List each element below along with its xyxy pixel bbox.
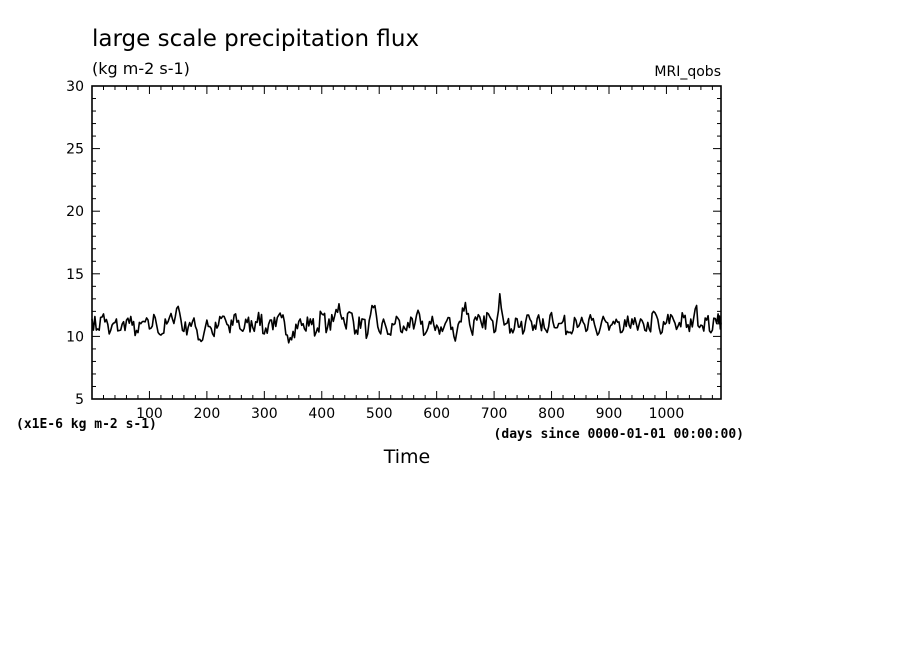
x-tick-label: 600	[423, 406, 450, 422]
axis-tick-labels: 100 200 300 400 500 600 700 800 900 1000 5 10 15 20 25…	[66, 79, 684, 422]
y-tick-label: 20	[66, 204, 84, 220]
y-tick-label: 25	[66, 142, 84, 158]
x-tick-label: 400	[308, 406, 335, 422]
x-tick-label: 900	[596, 406, 623, 422]
x-axis-label: Time	[383, 446, 431, 468]
x-units-note: (days since 0000-01-01 00:00:00)	[494, 427, 744, 442]
chart-title: large scale precipitation flux	[92, 26, 419, 52]
y-tick-label: 5	[75, 392, 84, 408]
y-tick-label: 10	[66, 329, 84, 345]
model-label: MRI_qobs	[654, 64, 721, 80]
x-tick-label: 500	[366, 406, 393, 422]
series-line-0	[91, 292, 722, 344]
x-tick-label: 800	[538, 406, 565, 422]
plot-frame	[91, 85, 722, 400]
axis-ticks	[92, 85, 721, 400]
y-tick-label: 15	[66, 267, 84, 283]
x-tick-label: 1000	[649, 406, 685, 422]
x-tick-label: 200	[194, 406, 221, 422]
y-scale-note: (x1E-6 kg m-2 s-1)	[16, 417, 157, 432]
y-tick-label: 30	[66, 79, 84, 95]
x-tick-label: 300	[251, 406, 278, 422]
chart-units-label: (kg m-2 s-1)	[92, 59, 190, 78]
x-tick-label: 700	[481, 406, 508, 422]
x-tick-label: 100	[136, 406, 163, 422]
